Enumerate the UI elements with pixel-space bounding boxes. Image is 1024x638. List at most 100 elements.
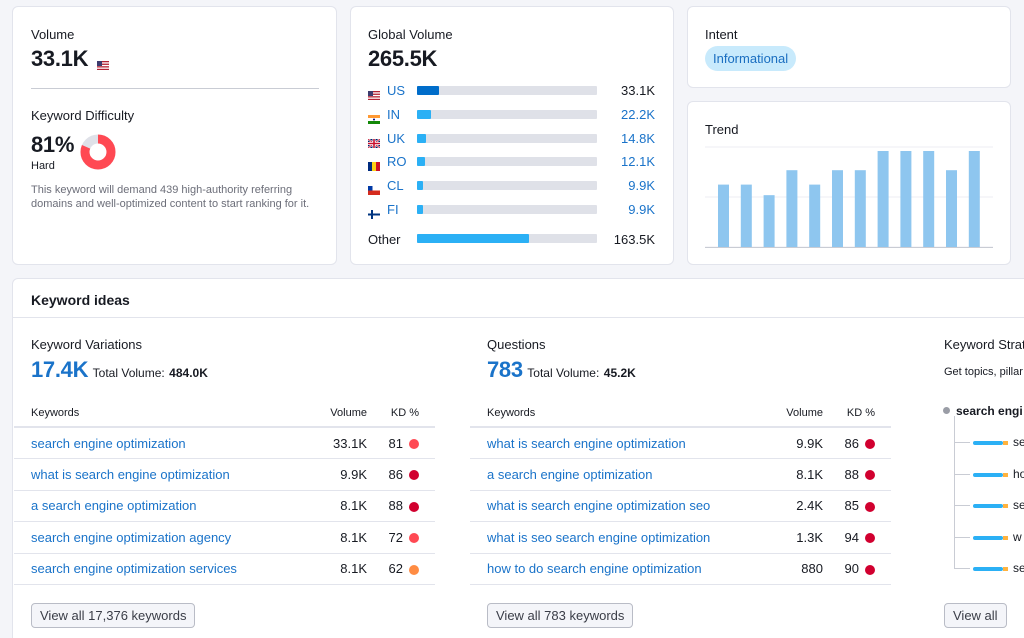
keyword-link[interactable]: what is seo search engine optimization bbox=[487, 529, 711, 545]
view-all-strategy-button[interactable]: View all bbox=[944, 603, 1007, 628]
branch-bar bbox=[973, 472, 1003, 477]
kd-header: KD % bbox=[823, 400, 891, 428]
questions-total: 45.2K bbox=[603, 366, 636, 380]
keyword-volume: 880 bbox=[753, 553, 823, 585]
keyword-kd: 86 bbox=[388, 466, 403, 482]
keyword-link[interactable]: search engine optimization agency bbox=[31, 529, 232, 545]
us-flag-icon bbox=[368, 87, 380, 100]
kd-dot-icon bbox=[409, 501, 419, 512]
branch-connector bbox=[954, 505, 970, 506]
volume-header: Volume bbox=[753, 400, 823, 428]
divider bbox=[13, 317, 1024, 318]
keyword-link[interactable]: search engine optimization bbox=[31, 435, 186, 451]
kd-header: KD % bbox=[367, 400, 435, 428]
table-row: what is search engine optimization seo 2.… bbox=[470, 490, 891, 522]
trend-bar bbox=[718, 184, 729, 247]
keyword-kd: 85 bbox=[844, 498, 859, 514]
keywords-header: Keywords bbox=[470, 400, 753, 428]
view-all-questions-button[interactable]: View all 783 keywords bbox=[487, 603, 634, 628]
country-volume: 33.1K bbox=[621, 83, 655, 98]
branch-label: w bbox=[1013, 529, 1022, 544]
branch-bar bbox=[973, 441, 1003, 445]
keywords-header: Keywords bbox=[14, 400, 297, 428]
keyword-link[interactable]: a search engine optimization bbox=[487, 466, 653, 482]
trend-bar bbox=[946, 170, 957, 247]
kd-dot-icon bbox=[865, 439, 875, 450]
country-code-link[interactable]: IN bbox=[387, 106, 400, 122]
country-volume: 14.8K bbox=[621, 130, 655, 146]
other-value: 163.5K bbox=[613, 232, 655, 247]
keyword-volume: 8.1K bbox=[297, 490, 367, 522]
trend-bar bbox=[763, 195, 775, 247]
branch-connector bbox=[954, 442, 970, 443]
other-bar bbox=[417, 234, 597, 243]
fi-flag-icon bbox=[368, 206, 380, 219]
country-bar bbox=[417, 109, 597, 119]
other-bar-fill bbox=[417, 234, 529, 243]
country-code-link[interactable]: CL bbox=[387, 178, 404, 194]
trend-bar bbox=[877, 151, 889, 247]
strategy-label: Keyword Strat bbox=[944, 337, 1024, 352]
trend-bar bbox=[854, 170, 866, 247]
table-row: search engine optimization 33.1K 81 bbox=[14, 427, 435, 459]
branch-bar-accent bbox=[1003, 567, 1008, 571]
branch-bar-accent bbox=[1003, 472, 1008, 477]
questions-count[interactable]: 783 bbox=[487, 357, 523, 382]
branch-connector bbox=[954, 568, 970, 569]
keyword-link[interactable]: how to do search engine optimization bbox=[487, 561, 702, 577]
global-volume-card: Global Volume 265.5K US 33.1K IN 22.2K UK 14.… bbox=[350, 6, 674, 265]
keyword-link[interactable]: what is search engine optimization seo bbox=[487, 498, 711, 514]
keyword-kd: 86 bbox=[844, 435, 859, 451]
country-bar bbox=[417, 86, 597, 95]
country-volume: 22.2K bbox=[621, 106, 655, 122]
view-all-variations-button[interactable]: View all 17,376 keywords bbox=[31, 603, 196, 628]
country-bar bbox=[417, 181, 597, 191]
volume-card: Volume 33.1K Keyword Difficulty 81% Hard… bbox=[12, 6, 337, 265]
branch-bar-accent bbox=[1003, 504, 1008, 508]
keyword-volume: 9.9K bbox=[297, 458, 367, 491]
country-code-link[interactable]: UK bbox=[387, 130, 406, 146]
keyword-volume: 8.1K bbox=[753, 458, 823, 491]
keyword-ideas-title: Keyword ideas bbox=[31, 292, 130, 308]
trend-bar bbox=[923, 151, 935, 247]
cl-flag-icon bbox=[368, 182, 380, 196]
branch-bar-accent bbox=[1003, 535, 1008, 540]
country-code-link[interactable]: US bbox=[387, 83, 406, 98]
variations-table: Keywords Volume KD % search engine optim… bbox=[14, 400, 435, 585]
kd-dot-icon bbox=[865, 501, 875, 512]
ro-flag-icon bbox=[368, 158, 380, 172]
branch-label: se bbox=[1013, 435, 1024, 449]
country-code-link[interactable]: RO bbox=[387, 154, 407, 170]
keyword-link[interactable]: a search engine optimization bbox=[31, 498, 197, 514]
kd-dot-icon bbox=[865, 533, 875, 544]
global-volume-label: Global Volume bbox=[368, 27, 453, 42]
keyword-volume: 2.4K bbox=[753, 490, 823, 522]
variations-count[interactable]: 17.4K bbox=[31, 357, 89, 382]
kd-value: 81% bbox=[31, 132, 75, 157]
country-code-link[interactable]: FI bbox=[387, 202, 399, 217]
mindmap-trunk bbox=[954, 416, 955, 569]
keyword-kd: 90 bbox=[844, 561, 859, 577]
keyword-link[interactable]: search engine optimization services bbox=[31, 561, 237, 577]
intent-badge: Informational bbox=[705, 46, 797, 71]
mindmap-root-dot-icon bbox=[943, 407, 950, 414]
branch-label: ho bbox=[1013, 466, 1024, 481]
keyword-link[interactable]: what is search engine optimization bbox=[487, 435, 686, 451]
mindmap-root: search engi bbox=[956, 404, 1023, 418]
keyword-volume: 8.1K bbox=[297, 553, 367, 585]
branch-connector bbox=[954, 536, 970, 538]
keyword-kd: 88 bbox=[388, 498, 403, 514]
trend-bar bbox=[832, 170, 843, 247]
kd-dot-icon bbox=[865, 470, 875, 481]
keyword-link[interactable]: what is search engine optimization bbox=[31, 466, 230, 482]
kd-dot-icon bbox=[865, 564, 875, 575]
country-volume: 9.9K bbox=[628, 202, 655, 217]
kd-dot-icon bbox=[409, 470, 419, 481]
table-row: what is seo search engine optimization 1.… bbox=[470, 521, 891, 554]
kd-label: Keyword Difficulty bbox=[31, 108, 135, 123]
trend-chart bbox=[705, 146, 993, 248]
keyword-volume: 33.1K bbox=[297, 427, 367, 459]
kd-dot-icon bbox=[409, 564, 419, 575]
country-bar-fill bbox=[417, 86, 439, 95]
branch-bar bbox=[973, 535, 1003, 540]
